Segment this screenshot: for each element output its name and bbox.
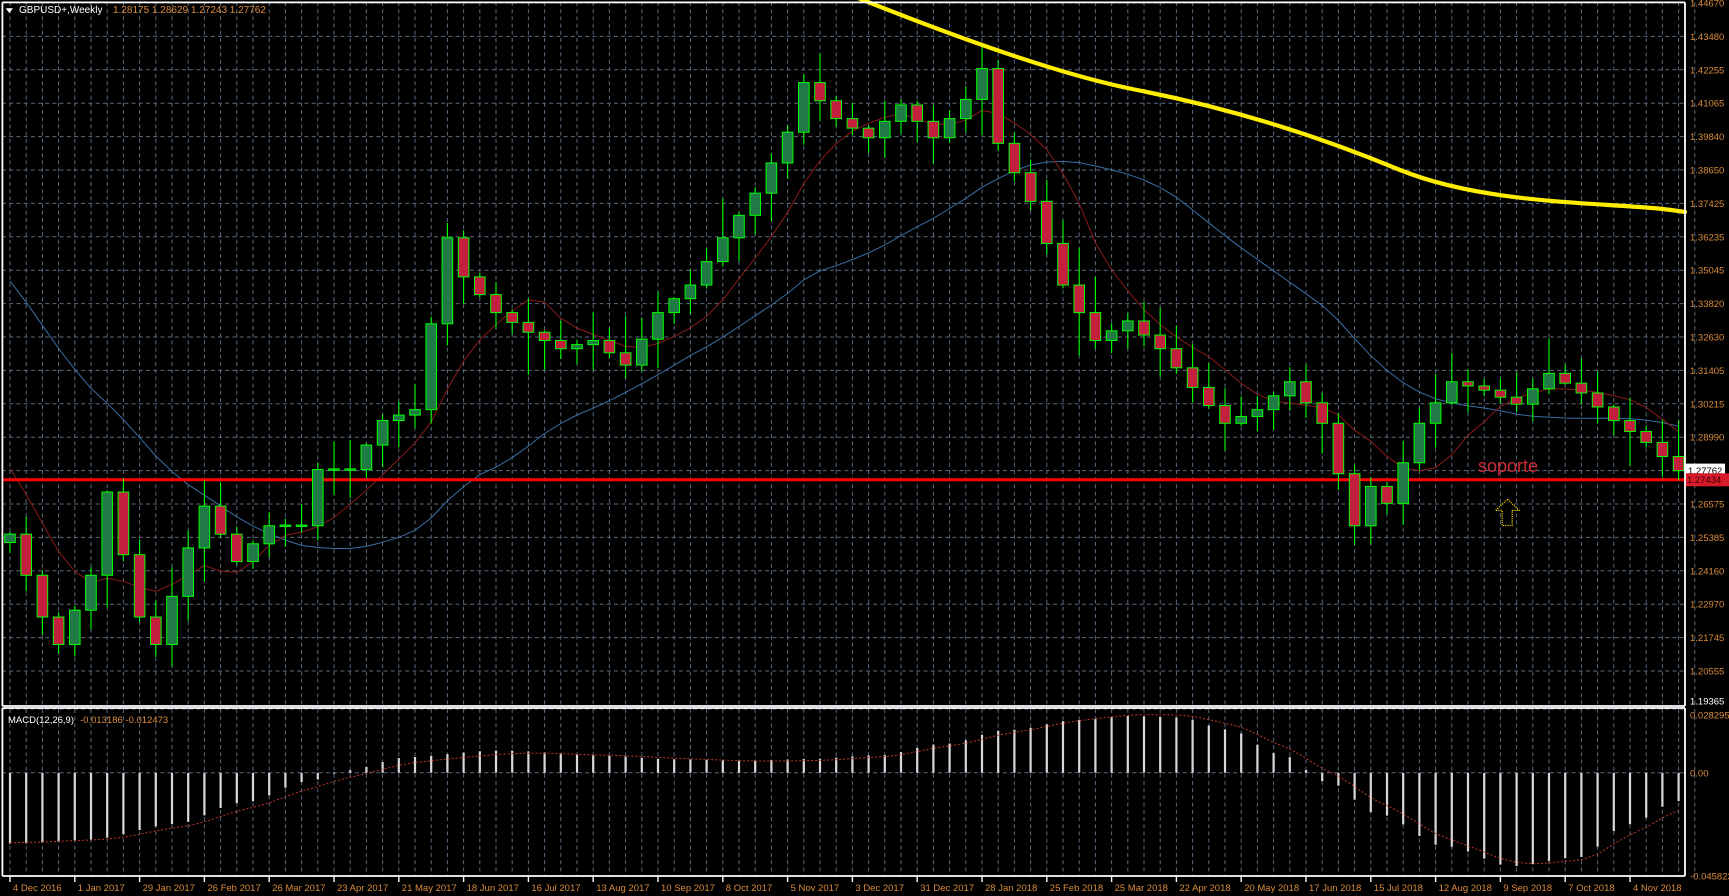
svg-text:1.24160: 1.24160: [1690, 566, 1724, 577]
svg-text:1.39840: 1.39840: [1690, 132, 1724, 143]
svg-text:16 Jul 2017: 16 Jul 2017: [531, 883, 580, 894]
svg-text:21 May 2017: 21 May 2017: [402, 883, 457, 894]
svg-text:1.38650: 1.38650: [1690, 166, 1724, 177]
svg-text:25 Feb 2018: 25 Feb 2018: [1050, 883, 1103, 894]
svg-text:1.32630: 1.32630: [1690, 333, 1724, 344]
svg-text:18 Jun 2017: 18 Jun 2017: [467, 883, 519, 894]
svg-text:1.27434: 1.27434: [1687, 475, 1721, 486]
svg-text:1.22970: 1.22970: [1690, 600, 1724, 611]
svg-text:GBPUSD+,Weekly: GBPUSD+,Weekly: [19, 5, 102, 16]
svg-text:1.28990: 1.28990: [1690, 433, 1724, 444]
svg-text:5 Nov 2017: 5 Nov 2017: [791, 883, 840, 894]
svg-text:1.30215: 1.30215: [1690, 399, 1724, 410]
svg-text:12 Aug 2018: 12 Aug 2018: [1439, 883, 1492, 894]
svg-text:1.31405: 1.31405: [1690, 366, 1724, 377]
svg-text:7 Oct 2018: 7 Oct 2018: [1568, 883, 1614, 894]
svg-text:1.33820: 1.33820: [1690, 299, 1724, 310]
svg-text:0.028295: 0.028295: [1690, 711, 1729, 722]
svg-text:4 Nov 2018: 4 Nov 2018: [1633, 883, 1682, 894]
svg-text:1.35045: 1.35045: [1690, 266, 1724, 277]
svg-text:1 Jan 2017: 1 Jan 2017: [78, 883, 125, 894]
svg-text:23 Apr 2017: 23 Apr 2017: [337, 883, 388, 894]
svg-text:10 Sep 2017: 10 Sep 2017: [661, 883, 715, 894]
svg-text:1.19365: 1.19365: [1690, 697, 1724, 708]
svg-text:MACD(12,26,9): MACD(12,26,9): [8, 715, 74, 726]
svg-text:1.44670: 1.44670: [1690, 0, 1724, 10]
svg-text:9 Sep 2018: 9 Sep 2018: [1503, 883, 1552, 894]
svg-text:1.20555: 1.20555: [1690, 667, 1724, 678]
svg-text:1.41065: 1.41065: [1690, 99, 1724, 110]
svg-text:20 May 2018: 20 May 2018: [1244, 883, 1299, 894]
svg-text:1.21745: 1.21745: [1690, 633, 1724, 644]
svg-text:17 Jun 2018: 17 Jun 2018: [1309, 883, 1361, 894]
svg-text:31 Dec 2017: 31 Dec 2017: [920, 883, 974, 894]
svg-text:-0.013186 -0.012473: -0.013186 -0.012473: [80, 715, 168, 726]
svg-text:1.37425: 1.37425: [1690, 199, 1724, 210]
svg-text:soporte: soporte: [1478, 456, 1538, 476]
svg-text:25 Mar 2018: 25 Mar 2018: [1115, 883, 1168, 894]
svg-text:26 Feb 2017: 26 Feb 2017: [207, 883, 260, 894]
svg-text:28 Jan 2018: 28 Jan 2018: [985, 883, 1037, 894]
svg-text:8 Oct 2017: 8 Oct 2017: [726, 883, 772, 894]
svg-text:0.00: 0.00: [1690, 768, 1709, 779]
svg-text:1.36235: 1.36235: [1690, 232, 1724, 243]
svg-text:1.43480: 1.43480: [1690, 32, 1724, 43]
svg-text:29 Jan 2017: 29 Jan 2017: [143, 883, 195, 894]
svg-text:1.28175 1.28629 1.27243 1.2776: 1.28175 1.28629 1.27243 1.27762: [113, 5, 266, 16]
svg-text:13 Aug 2017: 13 Aug 2017: [596, 883, 649, 894]
svg-text:3 Dec 2017: 3 Dec 2017: [855, 883, 904, 894]
svg-text:4 Dec 2016: 4 Dec 2016: [13, 883, 62, 894]
svg-text:1.26575: 1.26575: [1690, 500, 1724, 511]
svg-text:15 Jul 2018: 15 Jul 2018: [1374, 883, 1423, 894]
svg-text:22 Apr 2018: 22 Apr 2018: [1179, 883, 1230, 894]
svg-text:-0.045823: -0.045823: [1690, 872, 1729, 883]
svg-text:26 Mar 2017: 26 Mar 2017: [272, 883, 325, 894]
svg-text:1.42255: 1.42255: [1690, 65, 1724, 76]
svg-text:1.25385: 1.25385: [1690, 533, 1724, 544]
